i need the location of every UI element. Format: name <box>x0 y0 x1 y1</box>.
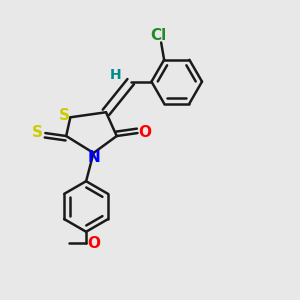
Text: H: H <box>110 68 121 82</box>
Text: O: O <box>139 125 152 140</box>
Text: N: N <box>87 150 100 165</box>
Text: S: S <box>59 108 70 123</box>
Text: O: O <box>87 236 100 250</box>
Text: S: S <box>32 125 43 140</box>
Text: Cl: Cl <box>151 28 167 44</box>
